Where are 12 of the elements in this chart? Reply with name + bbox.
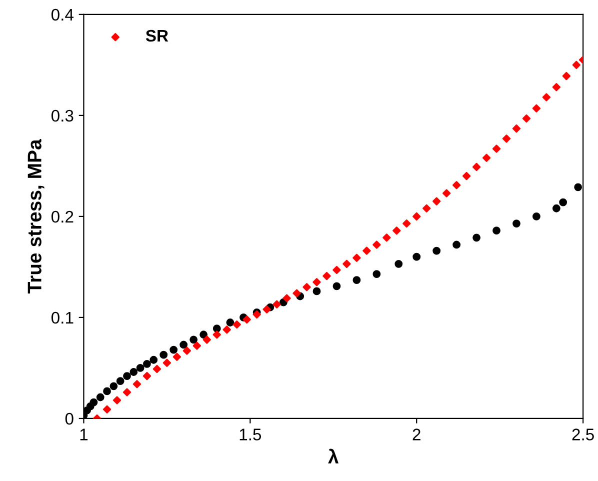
x-tick-label: 2	[412, 428, 420, 440]
y-tick-label: 0.4	[51, 8, 74, 21]
y-tick-label: 0.3	[51, 110, 74, 122]
y-tick-label: 0.2	[51, 210, 74, 223]
y-tick-label: 0	[65, 412, 74, 425]
x-tick-label: 2.5	[572, 428, 594, 440]
x-tick-label: 1	[80, 428, 88, 440]
x-axis-title: λ	[328, 448, 338, 464]
y-tick-label: 0.1	[51, 312, 74, 324]
x-tick-label: 1.5	[240, 428, 262, 440]
legend-label: SR	[146, 30, 168, 42]
y-axis-title: True stress, MPa	[28, 139, 44, 294]
